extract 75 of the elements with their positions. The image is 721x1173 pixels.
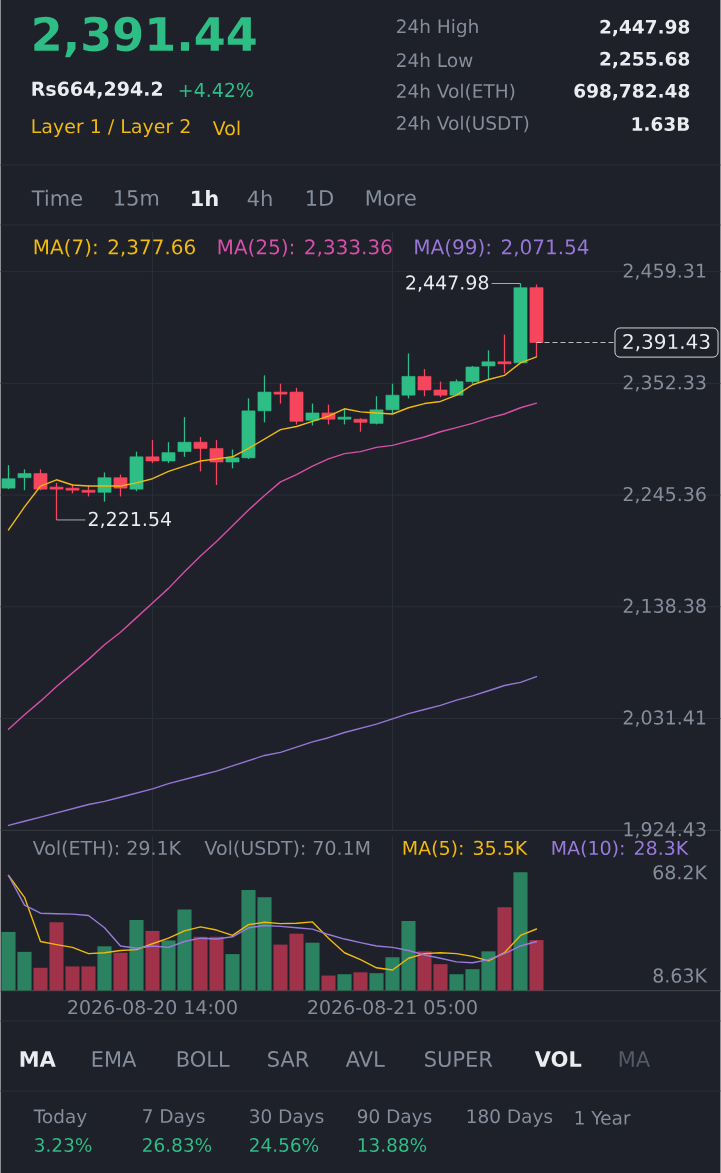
ref-line-label: 2,391.43 — [623, 333, 710, 352]
text: MA(10): 28.3K — [552, 840, 689, 858]
candlestick — [177, 416, 192, 458]
text: +4.42% — [179, 82, 253, 98]
text: 24h Vol(USDT) — [397, 115, 529, 133]
text: 1 Year — [575, 1111, 631, 1125]
text: 7 Days — [143, 1109, 205, 1127]
text: Today — [33, 1109, 87, 1127]
bar — [97, 946, 112, 991]
candlestick — [17, 468, 32, 491]
text: 180 Days — [467, 1109, 553, 1127]
y-tick-label: 2,138.38 — [623, 598, 706, 615]
text: MA(25): 2,333.36 — [218, 239, 392, 257]
text: 3.23% — [35, 1137, 92, 1152]
text: 2,391.44 — [34, 16, 256, 58]
text: 13.88% — [358, 1137, 427, 1152]
text: 26.83% — [143, 1137, 212, 1152]
text: EMA — [92, 1051, 137, 1067]
bar — [353, 972, 368, 991]
bar — [513, 872, 528, 991]
bar — [145, 930, 160, 991]
x-tick-label: 2026-08-21 05:00 — [308, 1000, 477, 1015]
text: AVL — [345, 1051, 385, 1067]
annotation: 2,221.54 — [88, 511, 172, 529]
candlestick — [1, 464, 16, 490]
text: MA — [20, 1051, 56, 1067]
text: 2,255.68 — [600, 51, 690, 69]
y-tick-label: 68.2K — [653, 865, 708, 880]
text: 24h Vol(ETH) — [397, 83, 515, 101]
text: 30 Days — [250, 1109, 324, 1127]
text: SAR — [268, 1051, 309, 1067]
bar — [129, 919, 144, 991]
text: MA — [619, 1051, 651, 1067]
text: MA(7): 2,377.66 — [34, 239, 195, 257]
text: More — [366, 190, 416, 206]
y-tick-label: 2,352.33 — [623, 375, 706, 392]
bar — [113, 952, 128, 991]
text: VOL — [534, 1051, 582, 1067]
text: 698,782.48 — [574, 83, 690, 101]
candlestick — [145, 439, 160, 464]
bar — [497, 907, 512, 991]
text: Vol — [212, 120, 240, 136]
text: 24.56% — [250, 1137, 319, 1152]
text: 1h — [192, 190, 218, 206]
text: Time — [31, 189, 82, 207]
text: 90 Days — [357, 1109, 432, 1127]
x-tick-label: 2026-08-20 14:00 — [68, 1000, 237, 1015]
y-tick-label: 2,245.36 — [623, 486, 706, 504]
annotation: Vol(ETH): 29.1K — [32, 840, 182, 858]
candlestick — [497, 333, 512, 374]
bar — [321, 975, 336, 991]
text: 24h High — [397, 19, 478, 37]
text: MA(5): 35.5K — [403, 840, 528, 858]
annotation: 2,447.98 — [406, 275, 489, 292]
text: 4h — [247, 190, 272, 206]
text: BOLL — [177, 1051, 230, 1067]
candlestick — [161, 441, 176, 464]
text: SUPER — [425, 1051, 493, 1067]
bar — [305, 942, 320, 991]
text: MA(99): 2,071.54 — [415, 239, 589, 257]
text: Rs664,294.2 — [32, 81, 162, 99]
y-tick-label: 8.63K — [653, 968, 708, 983]
y-tick-label: 2,031.41 — [623, 710, 706, 727]
y-tick-label: 1,924.43 — [624, 822, 706, 839]
text: 15m — [115, 190, 159, 206]
candlestick — [305, 402, 320, 427]
text: 2,447.98 — [600, 19, 690, 37]
text: 24h Low — [397, 52, 473, 68]
bar — [529, 940, 544, 991]
text: Layer 1 / Layer 2 — [32, 118, 190, 138]
bar — [337, 974, 352, 991]
annotation: Vol(USDT): 70.1M — [204, 840, 370, 858]
text: 1.63B — [632, 116, 689, 131]
text: 1D — [307, 190, 333, 206]
y-tick-label: 2,459.31 — [623, 263, 706, 280]
